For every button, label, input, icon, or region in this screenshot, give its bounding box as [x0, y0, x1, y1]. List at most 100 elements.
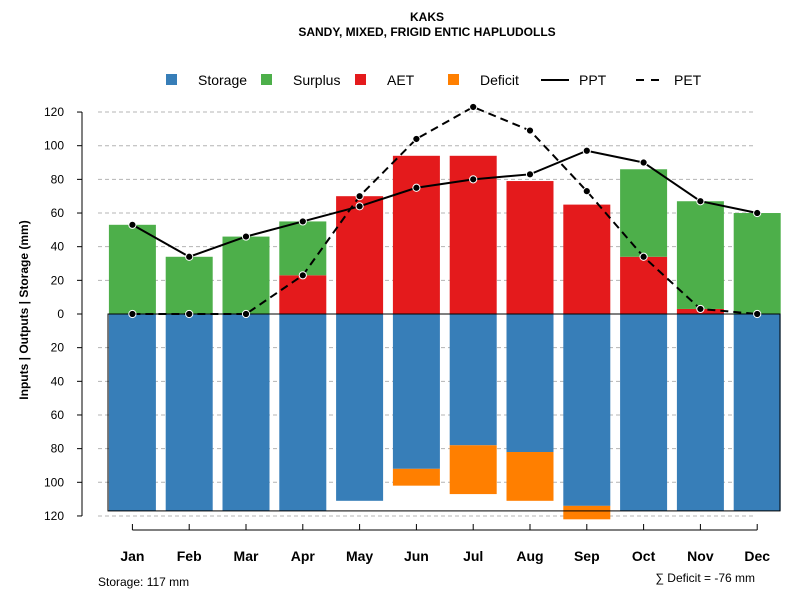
point-pet-nov: [696, 304, 705, 314]
bar-storage-dec: [733, 314, 781, 511]
bar-storage-nov: [676, 314, 724, 511]
point-ppt-mar: [241, 232, 251, 241]
y-tick-label-top-0: 0: [57, 307, 64, 321]
point-ppt-nov: [696, 197, 705, 206]
point-ppt-apr: [298, 217, 307, 226]
y-tick-label-top-120: 120: [44, 105, 64, 119]
point-pet-feb: [185, 309, 194, 319]
bar-aet-jun: [392, 155, 440, 314]
x-tick-label-apr: Apr: [291, 548, 316, 564]
bar-deficit-jul: [449, 445, 497, 495]
point-pet-jan: [128, 309, 137, 319]
legend-swatch-storage: [166, 74, 177, 85]
bar-surplus-nov: [676, 201, 724, 309]
x-tick-label-mar: Mar: [234, 548, 259, 564]
point-pet-oct: [639, 252, 648, 261]
point-ppt-dec: [753, 208, 762, 218]
x-tick-label-dec: Dec: [744, 548, 770, 564]
y-tick-label-top-100: 100: [44, 139, 64, 153]
legend-swatch-aet: [355, 74, 366, 85]
y-tick-label-bottom-120: 120: [44, 509, 64, 523]
legend-label-surplus: Surplus: [293, 72, 340, 88]
line-ppt: [131, 149, 758, 258]
legend-label-deficit: Deficit: [480, 72, 519, 88]
point-ppt-sep: [582, 146, 591, 155]
y-tick-label-top-60: 60: [51, 206, 65, 220]
point-ppt-aug: [525, 170, 535, 179]
y-tick-label-top-20: 20: [51, 273, 65, 287]
point-ppt-jul: [469, 175, 478, 184]
y-tick-label-top-80: 80: [51, 172, 65, 186]
bar-surplus-dec: [733, 213, 781, 314]
point-ppt-may: [355, 202, 364, 211]
storage-frame: [107, 313, 781, 512]
y-tick-label-bottom-60: 60: [51, 408, 65, 422]
bar-storage-feb: [165, 314, 213, 511]
bar-storage-jan: [108, 314, 156, 511]
chart-subtitle: SANDY, MIXED, FRIGID ENTIC HAPLUDOLLS: [298, 25, 555, 39]
y-tick-label-bottom-40: 40: [51, 374, 65, 388]
bar-storage-mar: [222, 314, 270, 511]
x-tick-label-sep: Sep: [574, 548, 600, 564]
bar-deficit-aug: [506, 452, 554, 501]
axes: 0 20 40 60 80 100 120 20 40 60 80 100 120 Jan Feb Mar Ap…: [44, 105, 770, 564]
bar-storage-jun: [392, 314, 440, 469]
chart-title: KAKS: [410, 10, 444, 24]
point-ppt-oct: [639, 158, 648, 167]
bar-surplus-apr: [279, 221, 327, 276]
legend-swatch-deficit: [448, 74, 459, 85]
chart-legend: Storage Surplus AET Deficit PPT PET: [166, 72, 702, 88]
point-pet-jul: [469, 102, 478, 112]
bar-deficit-jun: [392, 468, 440, 486]
lines-layer: [128, 102, 762, 319]
x-tick-label-may: May: [346, 548, 373, 564]
bar-storage-jul: [449, 314, 497, 446]
x-tick-label-jun: Jun: [404, 548, 429, 564]
bar-storage-oct: [620, 314, 668, 511]
x-tick-label-feb: Feb: [177, 548, 202, 564]
legend-label-storage: Storage: [198, 72, 247, 88]
bar-storage-sep: [563, 314, 611, 506]
bar-surplus-jan: [108, 224, 156, 314]
bar-surplus-feb: [165, 256, 213, 314]
point-pet-mar: [241, 309, 251, 319]
bar-aet-may: [336, 196, 384, 314]
point-pet-sep: [582, 187, 591, 196]
bar-storage-aug: [506, 314, 554, 453]
point-pet-may: [355, 192, 364, 201]
bar-storage-may: [336, 314, 384, 501]
x-tick-label-jul: Jul: [463, 548, 483, 564]
x-tick-label-aug: Aug: [516, 548, 543, 564]
x-tick-label-oct: Oct: [632, 548, 656, 564]
x-tick-label-nov: Nov: [687, 548, 714, 564]
y-tick-label-top-40: 40: [51, 240, 65, 254]
point-pet-aug: [525, 126, 535, 135]
point-ppt-feb: [185, 252, 194, 261]
line-pet: [132, 105, 758, 315]
bar-aet-oct: [620, 256, 668, 314]
bar-storage-apr: [279, 314, 327, 511]
y-tick-label-bottom-100: 100: [44, 475, 64, 489]
x-tick-label-jan: Jan: [120, 548, 144, 564]
footer-storage: Storage: 117 mm: [98, 575, 189, 589]
storage-capacity-box: [107, 313, 781, 512]
point-pet-dec: [753, 309, 762, 319]
legend-label-ppt: PPT: [579, 72, 607, 88]
point-pet-jun: [412, 134, 421, 144]
legend-label-aet: AET: [387, 72, 415, 88]
point-ppt-jun: [412, 183, 421, 192]
bar-deficit-sep: [563, 505, 611, 520]
legend-label-pet: PET: [674, 72, 702, 88]
bar-aet-aug: [506, 181, 554, 314]
bar-aet-sep: [563, 204, 611, 314]
y-tick-label-bottom-20: 20: [51, 341, 65, 355]
bar-surplus-mar: [222, 236, 270, 314]
y-axis-label: Inputs | Outputs | Storage (mm): [17, 220, 31, 399]
bar-surplus-oct: [620, 169, 668, 257]
point-pet-apr: [298, 271, 307, 280]
bars-layer: [108, 155, 781, 520]
y-tick-label-bottom-80: 80: [51, 442, 65, 456]
bar-aet-apr: [279, 275, 327, 314]
legend-swatch-surplus: [261, 74, 272, 85]
